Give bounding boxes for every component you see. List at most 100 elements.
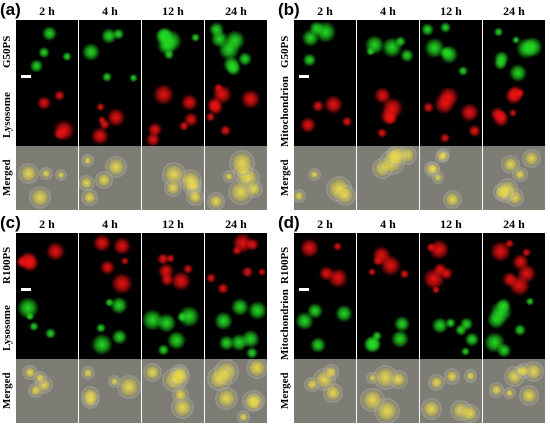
time-label: 4 h: [102, 217, 118, 231]
fluorescence-image: [205, 296, 267, 360]
cell-blob: [178, 305, 200, 328]
cell-blob: [106, 108, 126, 127]
fluorescence-image: [420, 296, 482, 360]
cell-blob: [302, 53, 317, 67]
row-label-organelle: Lysosome: [1, 92, 13, 138]
merged-image: [16, 359, 78, 423]
cell-blob: [232, 233, 253, 254]
cell-blob: [216, 388, 236, 408]
cell-blob: [516, 88, 525, 97]
cell-blob: [97, 172, 112, 188]
cell-blob: [101, 28, 118, 45]
merged-image: [79, 146, 141, 210]
row-label-organelle: Mitochondrion: [279, 76, 291, 147]
fluorescence-image: [79, 233, 141, 297]
fluorescence-image: [16, 233, 78, 297]
cell-blob: [24, 366, 36, 379]
cell-blob: [377, 127, 388, 138]
cell-blob: [112, 236, 131, 255]
cell-blob: [391, 329, 409, 348]
cell-blob: [494, 27, 504, 37]
panel-letter: (a): [0, 0, 21, 19]
cell-blob: [172, 398, 192, 418]
cell-blob: [464, 332, 480, 347]
cell-blob: [45, 242, 65, 261]
cell-blob: [496, 342, 512, 358]
fluorescence-image: [483, 20, 545, 84]
fluorescence-image: [142, 233, 204, 297]
cell-blob: [332, 241, 342, 252]
cell-blob: [520, 387, 538, 405]
cell-blob: [157, 344, 170, 356]
cell-blob: [376, 400, 399, 423]
cell-blob: [218, 38, 240, 61]
time-label: 24 h: [503, 217, 525, 231]
cell-blob: [208, 368, 230, 390]
scale-bar: [299, 75, 309, 78]
cell-blob: [509, 274, 531, 296]
cell-blob: [299, 238, 319, 258]
cell-blob: [165, 253, 175, 264]
cell-blob: [465, 371, 476, 381]
cell-blob: [178, 120, 189, 131]
fluorescence-image: [205, 83, 267, 147]
cell-blob: [220, 124, 232, 136]
cell-blob: [171, 368, 189, 386]
cell-blob: [494, 184, 510, 200]
cell-blob: [365, 46, 375, 56]
cell-blob: [53, 119, 76, 142]
panel-a: (a) 2 h 4 h 12 h 24 h G50PS Lysosome Merged: [0, 0, 270, 212]
cell-blob: [487, 310, 506, 330]
cell-blob: [62, 52, 72, 62]
cell-blob: [56, 171, 65, 180]
cell-blob: [502, 157, 518, 172]
cell-blob: [183, 263, 194, 275]
cell-blob: [374, 366, 397, 388]
panel-c: (c) 2 h 4 h 12 h 24 h R100PS Lysosome Merged: [0, 213, 270, 425]
cell-blob: [492, 111, 509, 128]
cell-blob: [241, 329, 260, 349]
fluorescence-image: [79, 296, 141, 360]
cell-blob: [165, 181, 180, 196]
cell-blob: [157, 35, 176, 55]
cell-blob: [176, 311, 188, 323]
time-label: 24 h: [225, 4, 247, 18]
cell-blob: [524, 151, 539, 166]
cell-blob: [41, 168, 51, 179]
fluorescence-image: [357, 233, 419, 297]
cell-blob: [300, 116, 317, 134]
cell-blob: [91, 333, 113, 355]
cell-blob: [111, 272, 133, 295]
cell-blob: [521, 248, 531, 258]
cell-blob: [29, 321, 39, 332]
fluorescence-image: [294, 20, 356, 84]
panel-letter: (b): [278, 0, 300, 19]
cell-blob: [335, 304, 353, 323]
scale-bar: [299, 288, 309, 291]
cell-blob: [30, 188, 50, 207]
cell-blob: [515, 37, 537, 59]
cell-blob: [208, 194, 223, 209]
cell-blob: [421, 23, 434, 36]
fluorescence-image: [294, 83, 356, 147]
cell-blob: [444, 191, 461, 208]
fluorescence-image: [142, 20, 204, 84]
cell-blob: [517, 365, 530, 377]
cell-blob: [82, 388, 98, 404]
cell-blob: [439, 132, 450, 143]
cell-blob: [372, 246, 391, 265]
cell-blob: [214, 311, 233, 331]
cell-blob: [434, 93, 455, 115]
cell-blob: [163, 49, 175, 60]
cell-blob: [247, 395, 261, 410]
merged-image: [142, 359, 204, 423]
cell-blob: [107, 158, 126, 177]
cell-blob: [218, 334, 235, 351]
row-label-merged: Merged: [279, 372, 291, 410]
cell-blob: [462, 406, 478, 422]
cell-blob: [42, 25, 58, 41]
cell-blob: [314, 21, 337, 43]
cell-blob: [111, 329, 128, 346]
cell-blob: [157, 253, 169, 265]
merged-image: [357, 359, 419, 423]
